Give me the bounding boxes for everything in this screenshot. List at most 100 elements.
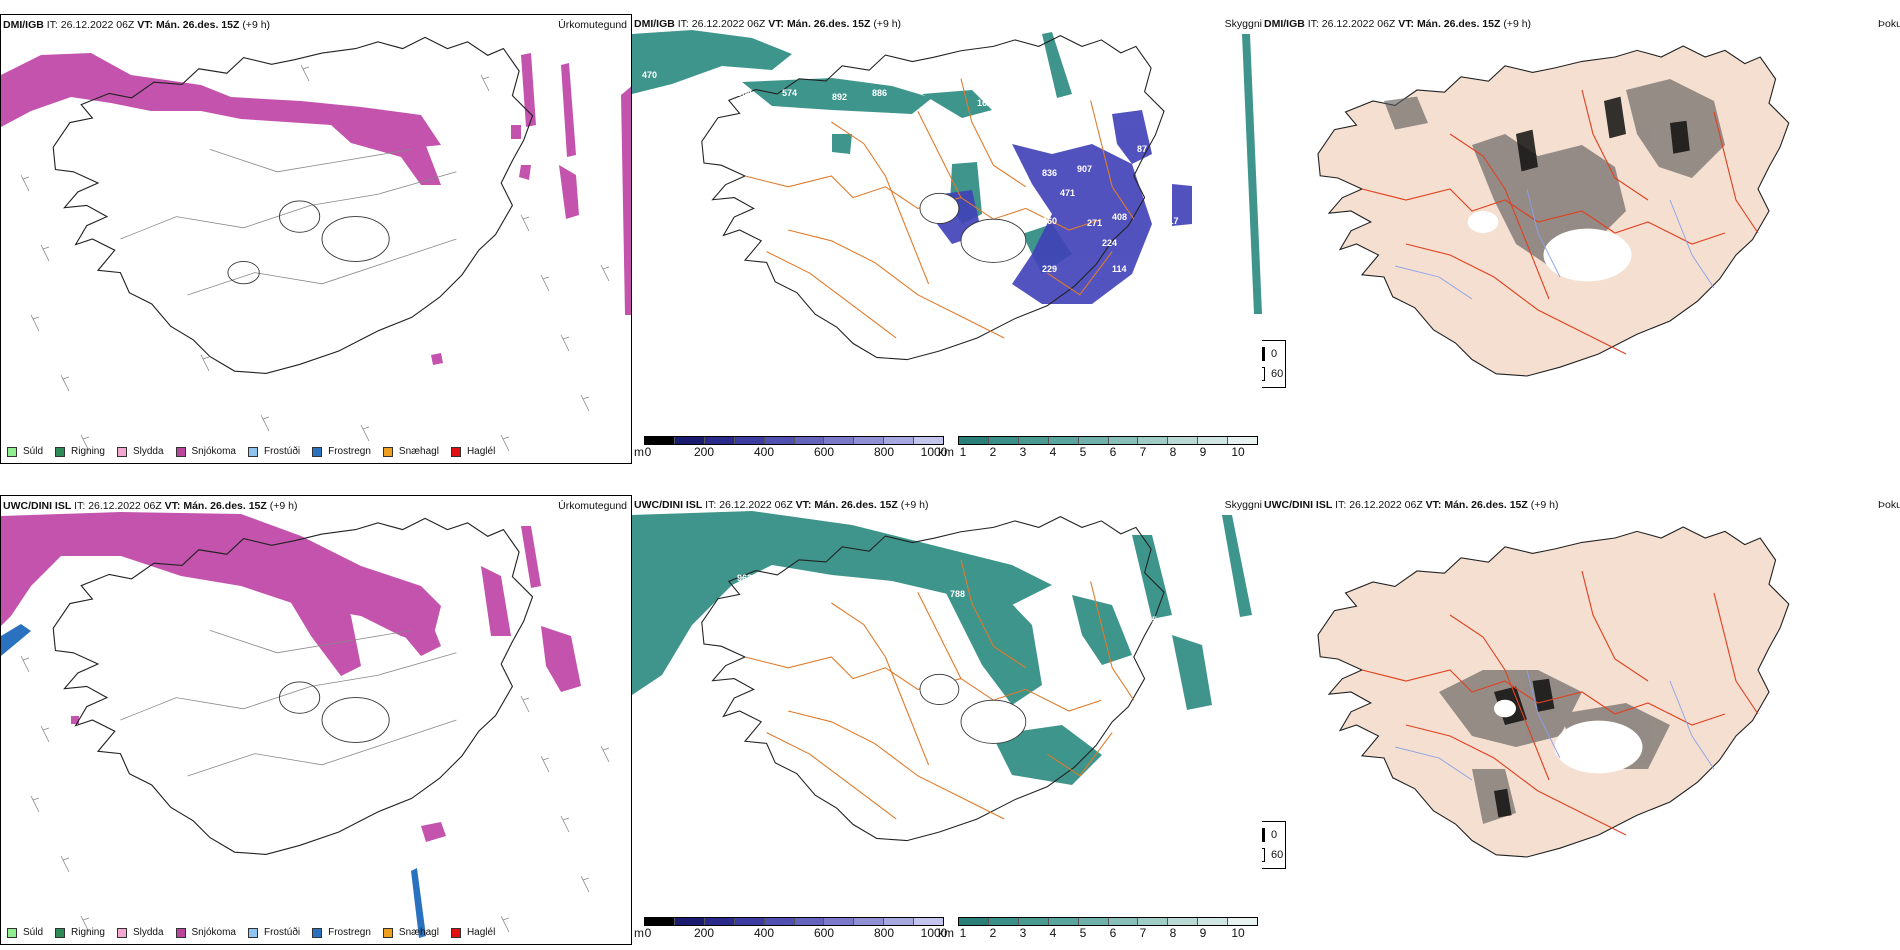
roads xyxy=(744,78,1135,339)
map-label: 574 xyxy=(782,88,797,98)
panel-title: UWC/DINI ISL IT: 26.12.2022 06Z VT: Mán.… xyxy=(1264,499,1559,511)
legend-item-snaehagl: Snæhagl xyxy=(382,927,439,938)
map-value-labels: 962 788 255 188 0 xyxy=(704,573,1157,739)
fog-map-top xyxy=(1317,45,1790,377)
visibility-map-top: 470 504 574 892 886 808 162 87 836 907 4… xyxy=(632,30,1262,361)
cloud-base-scale xyxy=(644,436,944,445)
visibility-panel-top: DMI/IGB IT: 26.12.2022 06Z VT: Mán. 26.d… xyxy=(632,14,1262,464)
glacier-white xyxy=(1543,228,1632,282)
cloud-base-unit: m xyxy=(634,926,644,940)
precip-map-top xyxy=(1,36,631,452)
fog-legend-swatch-0 xyxy=(1262,828,1265,842)
panel-type-label: Þokuábendi xyxy=(1878,18,1900,30)
map-label: 255 xyxy=(1142,615,1157,625)
precip-map-bottom xyxy=(1,512,610,938)
map-label: 0 xyxy=(704,723,709,733)
fog-legend-swatch-0 xyxy=(1262,347,1265,361)
panel-title: DMI/IGB IT: 26.12.2022 06Z VT: Mán. 26.d… xyxy=(634,18,902,30)
legend-item-sudd: Súld xyxy=(7,927,43,938)
legend-item-frostudi: Frostúði xyxy=(247,446,300,457)
map-label: 224 xyxy=(1102,238,1117,248)
panel-title: UWC/DINI ISL IT: 26.12.2022 06Z VT: Mán.… xyxy=(3,500,298,512)
fog-legend-label-60: 60 xyxy=(1271,849,1284,861)
roads xyxy=(1361,89,1759,355)
fog-legend-label-0: 0 xyxy=(1271,829,1278,841)
legend-item-frostudi: Frostúði xyxy=(247,927,300,938)
precip-panel-top: DMI/IGB IT: 26.12.2022 06Z VT: Mán. 26.d… xyxy=(0,14,632,464)
visibility-unit: km xyxy=(938,926,954,940)
map-label: 0 xyxy=(1162,231,1167,241)
cloud-base-scale xyxy=(644,917,944,926)
panel-title: DMI/IGB IT: 26.12.2022 06Z VT: Mán. 26.d… xyxy=(1264,18,1532,30)
map-value-labels: 470 504 574 892 886 808 162 87 836 907 4… xyxy=(642,70,1207,274)
map-label: 471 xyxy=(1060,188,1075,198)
visibility-panel-bottom: UWC/DINI ISL IT: 26.12.2022 06Z VT: Mán.… xyxy=(632,495,1262,945)
low-visibility-area xyxy=(632,511,1252,785)
fog-legend-swatch-60 xyxy=(1262,848,1265,862)
fog-legend-label-0: 0 xyxy=(1271,348,1278,360)
map-label: 962 xyxy=(737,573,752,583)
visibility-map-bottom: 962 788 255 188 0 xyxy=(632,511,1252,842)
fog-legend-swatch-60 xyxy=(1262,367,1265,381)
precip-legend: Súld Rigning Slydda Snjókoma Frostúði Fr… xyxy=(7,927,507,938)
snow-area xyxy=(1,53,631,365)
fog-panel-bottom: UWC/DINI ISL IT: 26.12.2022 06Z VT: Mán.… xyxy=(1262,495,1900,945)
fog-legend: 0 60 xyxy=(1262,340,1286,388)
fog-map-bottom xyxy=(1317,526,1790,858)
roads xyxy=(744,559,1135,820)
panel-type-label: Skyggni xyxy=(1224,499,1262,511)
fog-legend-label-60: 60 xyxy=(1271,368,1284,380)
panel-title: UWC/DINI ISL IT: 26.12.2022 06Z VT: Mán.… xyxy=(634,499,929,511)
low-cloud-base-area xyxy=(937,110,1192,304)
iceland-outline xyxy=(701,35,1165,361)
iceland-outline xyxy=(701,516,1165,842)
visibility-scale xyxy=(958,917,1258,926)
legend-item-haglel: Haglél xyxy=(450,927,495,938)
low-visibility-area xyxy=(632,30,1262,314)
map-label: 836 xyxy=(1042,168,1057,178)
map-label: 504 xyxy=(737,88,752,98)
roads xyxy=(1361,570,1759,836)
map-label: 470 xyxy=(642,70,657,80)
visibility-scale xyxy=(958,436,1258,445)
map-label: 408 xyxy=(1112,212,1127,222)
legend-item-snaehagl: Snæhagl xyxy=(382,446,439,457)
legend-item-frostregn: Frostregn xyxy=(312,446,371,457)
fog-legend: 0 60 xyxy=(1262,821,1286,869)
panel-type-label: Úrkomutegund xyxy=(558,19,627,31)
freezing-rain-area xyxy=(1,624,426,938)
fog-panel-top: DMI/IGB IT: 26.12.2022 06Z VT: Mán. 26.d… xyxy=(1262,14,1900,464)
legend-item-snjokoma: Snjókoma xyxy=(175,927,236,938)
precip-panel-bottom: UWC/DINI ISL IT: 26.12.2022 06Z VT: Mán.… xyxy=(0,495,632,945)
map-label: 114 xyxy=(1112,264,1127,274)
map-label: 229 xyxy=(1042,264,1057,274)
precip-legend: Súld Rigning Slydda Snjókoma Frostúði Fr… xyxy=(7,446,507,457)
map-label: 808 xyxy=(922,82,937,92)
iceland-outline xyxy=(52,517,534,855)
map-label: 188 xyxy=(1112,729,1127,739)
map-label: 892 xyxy=(832,92,847,102)
legend-item-haglel: Haglél xyxy=(450,446,495,457)
map-label: 0 xyxy=(702,242,707,252)
wind-barbs xyxy=(20,655,610,933)
cloud-base-unit: m xyxy=(634,445,644,459)
map-label: 216 xyxy=(982,238,997,248)
snow-area xyxy=(1,512,581,842)
legend-item-rigning: Rigning xyxy=(55,927,105,938)
legend-item-rigning: Rigning xyxy=(55,446,105,457)
map-label: 117 xyxy=(1164,216,1179,226)
map-label: 907 xyxy=(1077,164,1092,174)
panel-title: DMI/IGB IT: 26.12.2022 06Z VT: Mán. 26.d… xyxy=(3,19,271,31)
legend-item-snjokoma: Snjókoma xyxy=(175,446,236,457)
map-label: 886 xyxy=(872,88,887,98)
map-label: 788 xyxy=(950,589,965,599)
wind-barbs xyxy=(20,64,610,452)
rivers xyxy=(1394,188,1715,300)
map-label: 271 xyxy=(1087,218,1102,228)
legend-item-slydda: Slydda xyxy=(116,927,164,938)
map-label: 162 xyxy=(977,98,992,108)
map-label: 87 xyxy=(1137,144,1147,154)
map-label: 360 xyxy=(1042,216,1057,226)
panel-type-label: Úrkomutegund xyxy=(558,500,627,512)
legend-item-frostregn: Frostregn xyxy=(312,927,371,938)
